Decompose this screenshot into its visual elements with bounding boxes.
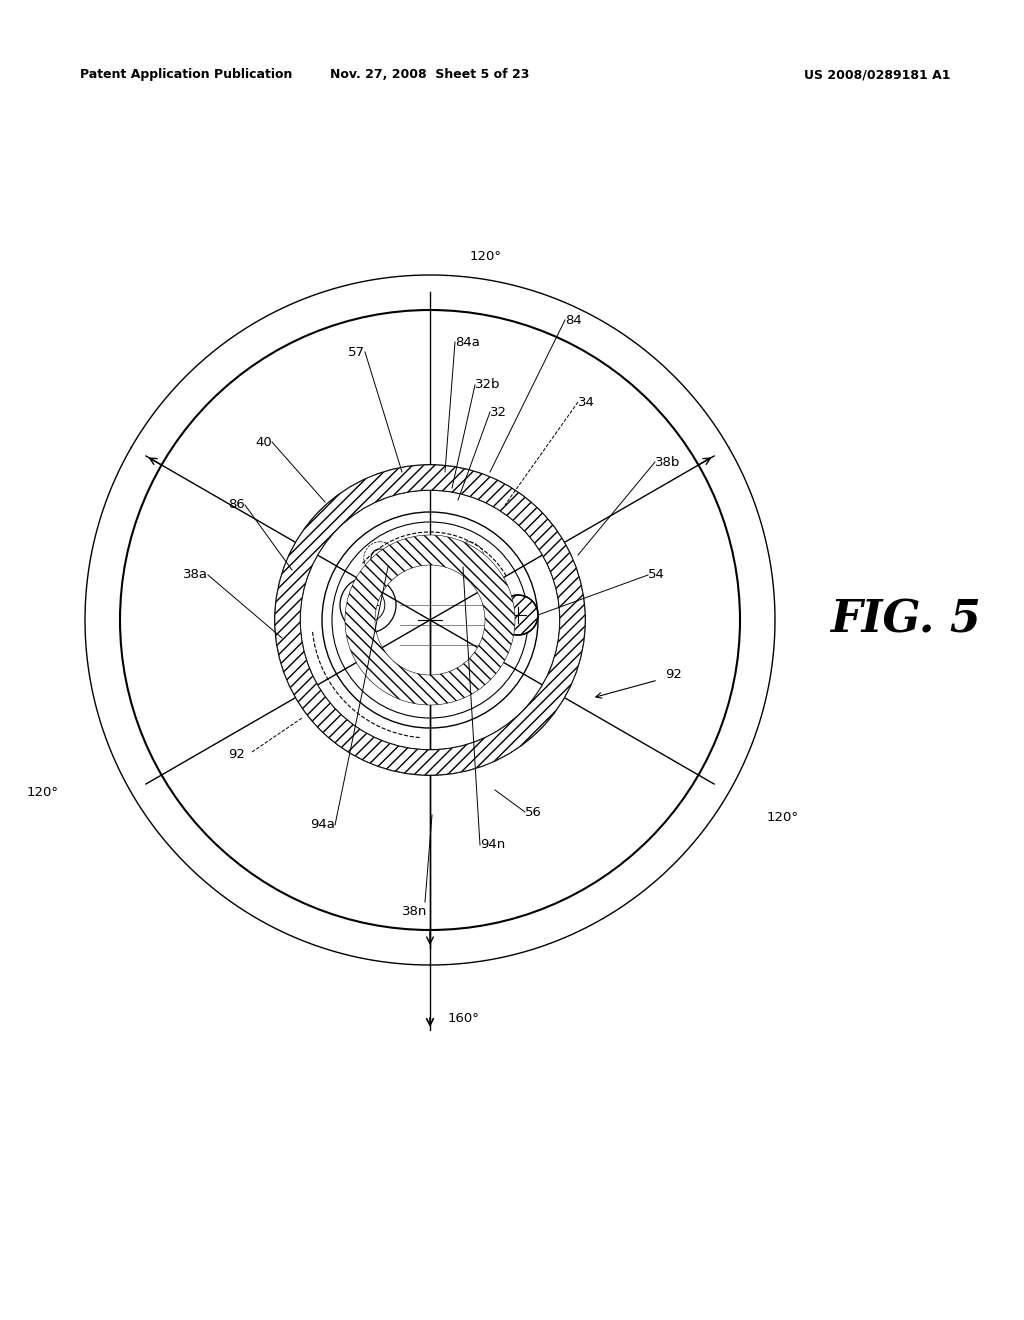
- Wedge shape: [275, 465, 585, 775]
- Text: 34: 34: [578, 396, 595, 408]
- Text: 94n: 94n: [480, 838, 505, 851]
- Text: 120°: 120°: [470, 249, 502, 263]
- Wedge shape: [345, 535, 515, 705]
- Circle shape: [322, 512, 538, 729]
- Circle shape: [300, 490, 560, 750]
- Text: 38b: 38b: [655, 455, 680, 469]
- Text: 57: 57: [348, 346, 365, 359]
- Text: 86: 86: [228, 499, 245, 511]
- Text: 94a: 94a: [310, 818, 335, 832]
- Circle shape: [340, 577, 396, 634]
- Text: 120°: 120°: [27, 785, 59, 799]
- Text: FIG. 5: FIG. 5: [830, 598, 981, 642]
- Text: Patent Application Publication: Patent Application Publication: [80, 69, 293, 81]
- Text: 32: 32: [490, 405, 507, 418]
- Circle shape: [498, 595, 538, 635]
- Text: 160°: 160°: [449, 1012, 480, 1026]
- Text: 38n: 38n: [402, 906, 428, 917]
- Text: 84: 84: [565, 314, 582, 326]
- Circle shape: [402, 591, 458, 648]
- Text: 38a: 38a: [183, 569, 208, 582]
- Text: 54: 54: [648, 569, 665, 582]
- Text: 32b: 32b: [475, 379, 501, 392]
- Text: Nov. 27, 2008  Sheet 5 of 23: Nov. 27, 2008 Sheet 5 of 23: [331, 69, 529, 81]
- Text: US 2008/0289181 A1: US 2008/0289181 A1: [804, 69, 950, 81]
- Circle shape: [275, 465, 585, 775]
- Text: 56: 56: [525, 805, 542, 818]
- Text: 84a: 84a: [455, 335, 480, 348]
- Text: 92: 92: [665, 668, 682, 681]
- Text: 40: 40: [255, 436, 272, 449]
- Circle shape: [332, 521, 528, 718]
- Text: 92: 92: [228, 748, 245, 762]
- Text: 120°: 120°: [766, 810, 798, 824]
- Circle shape: [345, 535, 515, 705]
